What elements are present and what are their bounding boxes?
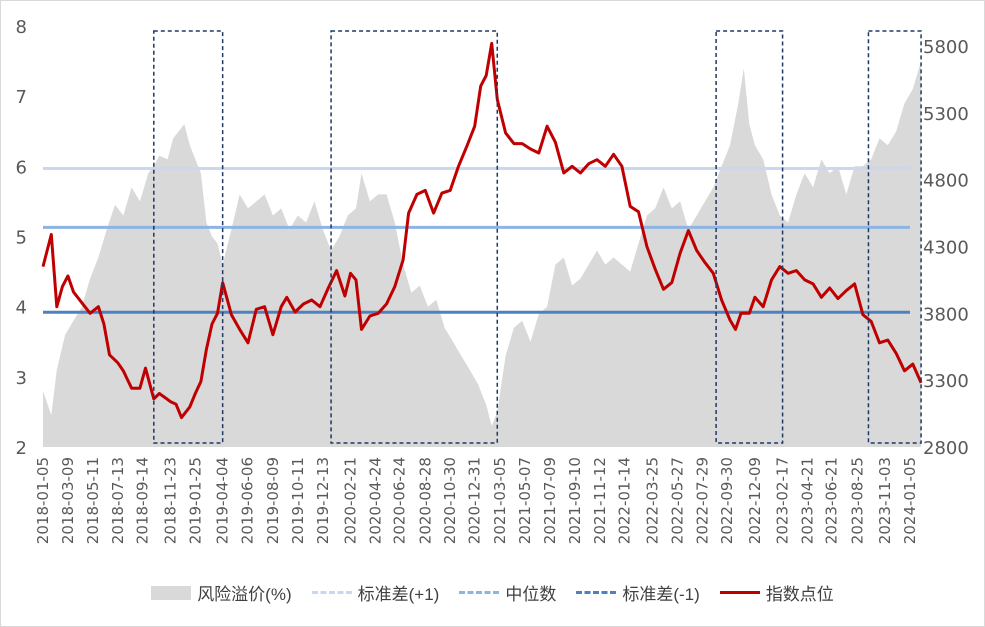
x-tick-label-2021-03-05: 2021-03-05 — [491, 457, 509, 544]
x-tick-label-2020-06-24: 2020-06-24 — [391, 457, 409, 544]
x-tick-label-2023-11-03: 2023-11-03 — [876, 457, 894, 544]
left-tick-label-5: 5 — [16, 228, 27, 249]
x-tick-label-2022-09-30: 2022-09-30 — [718, 457, 736, 544]
x-tick-label-2022-01-14: 2022-01-14 — [616, 457, 634, 544]
left-tick-label-8: 8 — [16, 17, 27, 38]
chart-plot: 2 3 4 5 6 7 8 2800 3300 3800 4300 4800 5300 5800 201… — [16, 17, 969, 544]
x-tick-label-2018-01-05: 2018-01-05 — [34, 457, 52, 544]
x-tick-label-2019-04-04: 2019-04-04 — [214, 457, 232, 544]
legend-swatch-area — [151, 585, 192, 600]
right-tick-label-3300: 3300 — [923, 371, 969, 392]
legend-item-std-minus: 标准差(-1) — [576, 580, 700, 605]
series-risk-premium-area — [43, 61, 922, 447]
legend-label-std-minus: 标准差(-1) — [622, 585, 700, 604]
legend-item-median: 中位数 — [459, 580, 556, 605]
x-tick-label-2020-12-31: 2020-12-31 — [466, 457, 484, 544]
legend-item-std-plus: 标准差(+1) — [311, 580, 440, 605]
x-tick-label-2018-05-11: 2018-05-11 — [84, 457, 102, 544]
x-tick-label-2023-06-21: 2023-06-21 — [823, 457, 841, 544]
x-tick-label-2019-12-13: 2019-12-13 — [314, 457, 332, 544]
right-tick-label-4300: 4300 — [923, 238, 969, 259]
right-tick-label-3800: 3800 — [923, 304, 969, 325]
legend-swatch-std-minus — [576, 591, 617, 594]
chart-legend: 风险溢价(%) 标准差(+1) 中位数 标准差(-1) 指数点位 — [0, 580, 985, 605]
legend-swatch-median — [459, 591, 500, 594]
x-tick-label-2019-08-09: 2019-08-09 — [264, 457, 282, 544]
x-tick-label-2018-11-23: 2018-11-23 — [161, 457, 179, 544]
x-tick-label-2022-12-09: 2022-12-09 — [746, 457, 764, 544]
legend-swatch-index — [719, 591, 760, 594]
x-tick-label-2023-02-17: 2023-02-17 — [774, 457, 792, 544]
highlight-box-4 — [867, 30, 922, 444]
x-tick-label-2020-02-21: 2020-02-21 — [341, 457, 359, 544]
x-tick-label-2022-05-27: 2022-05-27 — [668, 457, 686, 544]
left-tick-label-3: 3 — [16, 368, 27, 389]
legend-item-risk-premium: 风险溢价(%) — [151, 580, 292, 605]
x-tick-label-2018-09-14: 2018-09-14 — [134, 457, 152, 544]
highlight-box-3 — [715, 30, 784, 444]
x-tick-label-2024-01-05: 2024-01-05 — [901, 457, 919, 544]
series-index-line — [41, 41, 923, 420]
x-tick-label-2020-04-24: 2020-04-24 — [366, 457, 384, 544]
left-tick-label-7: 7 — [16, 87, 27, 108]
right-tick-label-5800: 5800 — [923, 37, 969, 58]
x-tick-label-2020-10-30: 2020-10-30 — [441, 457, 459, 544]
legend-label-risk-premium: 风险溢价(%) — [197, 585, 292, 604]
x-tick-label-2022-07-29: 2022-07-29 — [693, 457, 711, 544]
x-tick-label-2023-08-25: 2023-08-25 — [848, 457, 866, 544]
right-tick-label-2800: 2800 — [923, 438, 969, 459]
x-tick-label-2018-07-13: 2018-07-13 — [109, 457, 127, 544]
left-tick-label-4: 4 — [16, 298, 27, 319]
x-tick-label-2021-07-09: 2021-07-09 — [541, 457, 559, 544]
legend-label-index: 指数点位 — [765, 585, 834, 604]
right-tick-label-4800: 4800 — [923, 171, 969, 192]
legend-item-index: 指数点位 — [719, 580, 834, 605]
right-tick-label-5300: 5300 — [923, 104, 969, 125]
highlight-box-1 — [153, 30, 224, 444]
x-tick-label-2021-09-10: 2021-09-10 — [566, 457, 584, 544]
legend-label-median: 中位数 — [505, 585, 557, 604]
x-tick-label-2019-06-06: 2019-06-06 — [239, 457, 257, 544]
x-tick-label-2019-10-11: 2019-10-11 — [289, 457, 307, 544]
left-tick-label-6: 6 — [16, 157, 27, 178]
x-tick-label-2023-04-21: 2023-04-21 — [799, 457, 817, 544]
legend-swatch-std-plus — [311, 591, 352, 594]
left-tick-label-2: 2 — [16, 438, 27, 459]
x-tick-label-2019-01-25: 2019-01-25 — [186, 457, 204, 544]
x-tick-label-2021-05-07: 2021-05-07 — [516, 457, 534, 544]
legend-label-std-plus: 标准差(+1) — [357, 585, 440, 604]
x-tick-label-2020-08-28: 2020-08-28 — [416, 457, 434, 544]
x-tick-label-2021-11-12: 2021-11-12 — [591, 457, 609, 544]
x-tick-label-2022-03-25: 2022-03-25 — [643, 457, 661, 544]
highlight-box-2 — [330, 30, 499, 444]
x-tick-label-2018-03-09: 2018-03-09 — [59, 457, 77, 544]
